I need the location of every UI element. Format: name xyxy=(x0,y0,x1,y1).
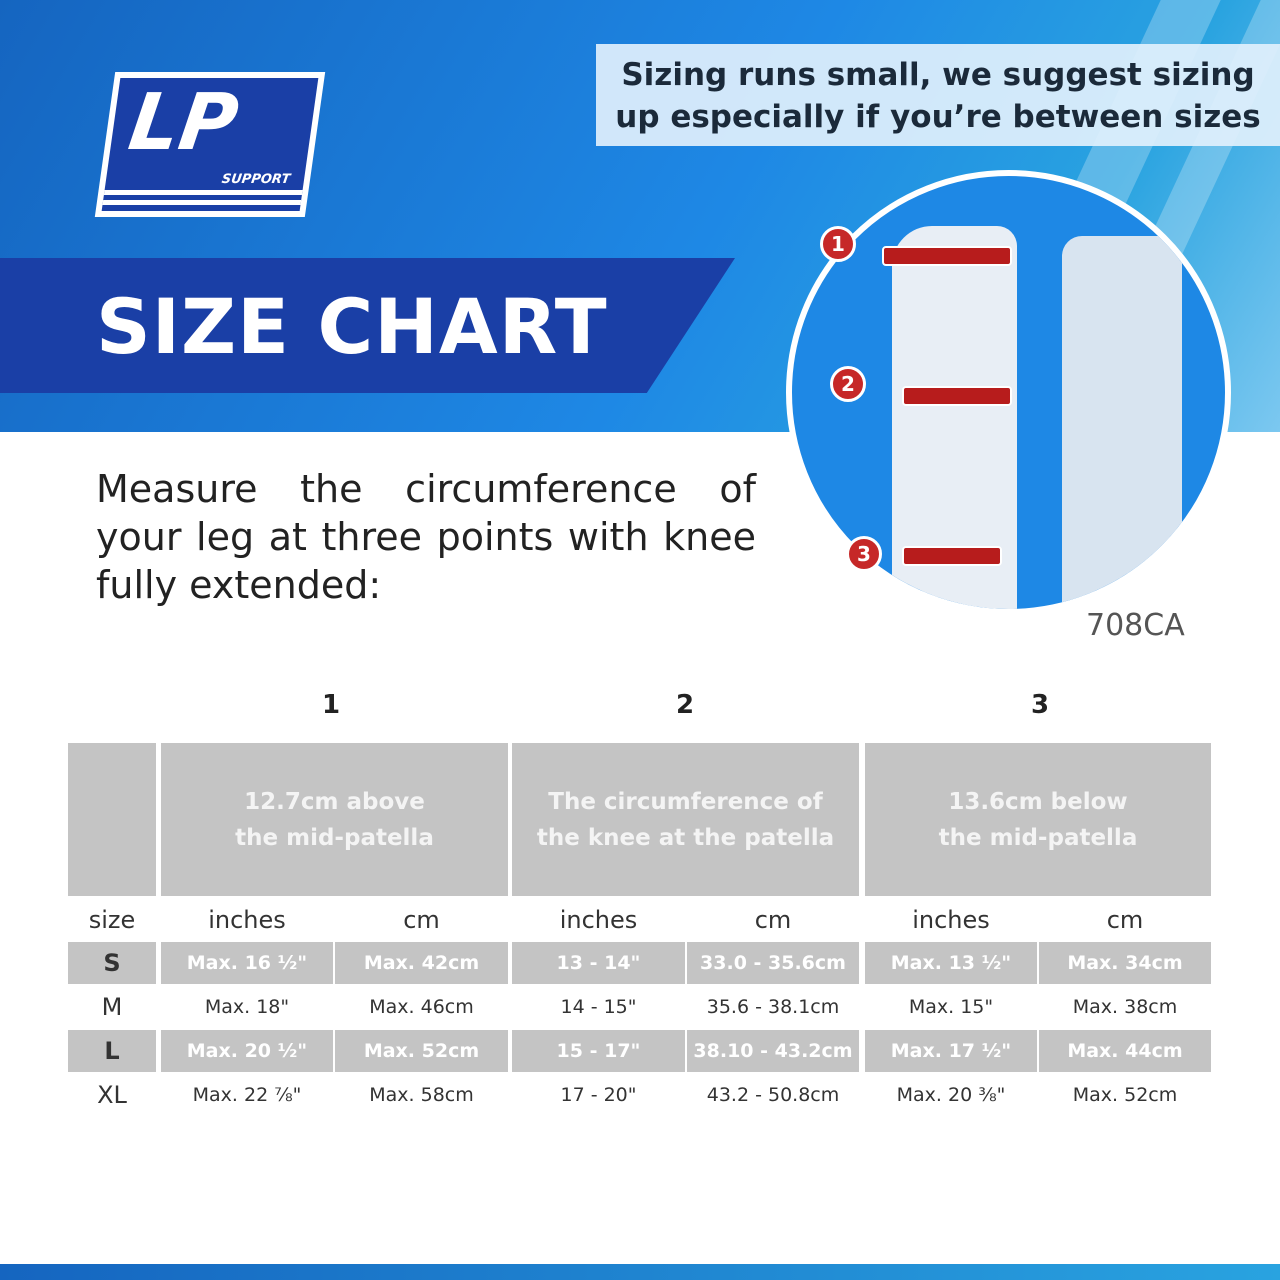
point-description: The circumference of the knee at the pat… xyxy=(512,743,859,896)
table-cell: 13 - 14" xyxy=(512,942,685,984)
header-blank xyxy=(68,743,156,896)
table-cell: 17 - 20" xyxy=(560,1084,637,1106)
point-description: 13.6cm below the mid-patella xyxy=(865,743,1211,896)
point-3-label: 3 xyxy=(1031,690,1050,720)
table-cell: 14 - 15" xyxy=(560,996,637,1018)
table-cell: Max. 16 ½" xyxy=(161,942,333,984)
size-label: S xyxy=(68,942,156,984)
model-number: 708CA xyxy=(1086,608,1185,643)
table-cell: 35.6 - 38.1cm xyxy=(706,996,840,1018)
table-cell: Max. 20 ⅜" xyxy=(896,1084,1006,1106)
column-header: cm xyxy=(1106,906,1144,934)
column-header: inches xyxy=(559,906,638,934)
table-cell: Max. 15" xyxy=(908,996,994,1018)
table-cell: Max. 18" xyxy=(204,996,290,1018)
table-cell: Max. 52cm xyxy=(335,1030,508,1072)
table-cell: 33.0 - 35.6cm xyxy=(687,942,859,984)
size-label: L xyxy=(68,1030,156,1072)
point-1-label: 1 xyxy=(322,690,341,720)
point-description: 12.7cm above the mid-patella xyxy=(161,743,508,896)
table-cell: Max. 34cm xyxy=(1039,942,1211,984)
table-cell: Max. 44cm xyxy=(1039,1030,1211,1072)
point-2-label: 2 xyxy=(676,690,695,720)
table-cell: Max. 42cm xyxy=(335,942,508,984)
title-band xyxy=(0,258,735,393)
brand-logo: LP SUPPORT xyxy=(94,72,326,217)
column-header: cm xyxy=(754,906,792,934)
size-label: XL xyxy=(97,1081,127,1109)
table-cell: Max. 20 ½" xyxy=(161,1030,333,1072)
marker-1-badge: 1 xyxy=(820,226,856,262)
table-cell: Max. 22 ⅞" xyxy=(192,1084,302,1106)
sizing-note: Sizing runs small, we suggest sizing up … xyxy=(596,44,1280,146)
table-cell: Max. 17 ½" xyxy=(865,1030,1037,1072)
column-header: inches xyxy=(912,906,990,934)
size-label: M xyxy=(101,993,123,1021)
bottom-bar xyxy=(0,1264,1280,1280)
column-header: inches xyxy=(208,906,286,934)
table-cell: Max. 46cm xyxy=(369,996,474,1018)
table-cell: 38.10 - 43.2cm xyxy=(687,1030,859,1072)
marker-2-badge: 2 xyxy=(830,366,866,402)
table-cell: Max. 38cm xyxy=(1072,996,1178,1018)
table-cell: 15 - 17" xyxy=(512,1030,685,1072)
table-cell: Max. 58cm xyxy=(369,1084,474,1106)
page-title: SIZE CHART xyxy=(96,282,608,371)
column-header: size xyxy=(88,906,136,934)
marker-3-badge: 3 xyxy=(846,536,882,572)
table-cell: Max. 52cm xyxy=(1072,1084,1178,1106)
intro-text: Measure the circumference of your leg at… xyxy=(96,467,756,607)
table-cell: Max. 13 ½" xyxy=(865,942,1037,984)
table-cell: 43.2 - 50.8cm xyxy=(706,1084,840,1106)
column-header: cm xyxy=(403,906,440,934)
